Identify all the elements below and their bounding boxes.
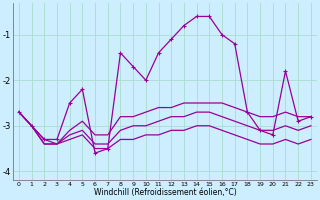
X-axis label: Windchill (Refroidissement éolien,°C): Windchill (Refroidissement éolien,°C) xyxy=(93,188,236,197)
